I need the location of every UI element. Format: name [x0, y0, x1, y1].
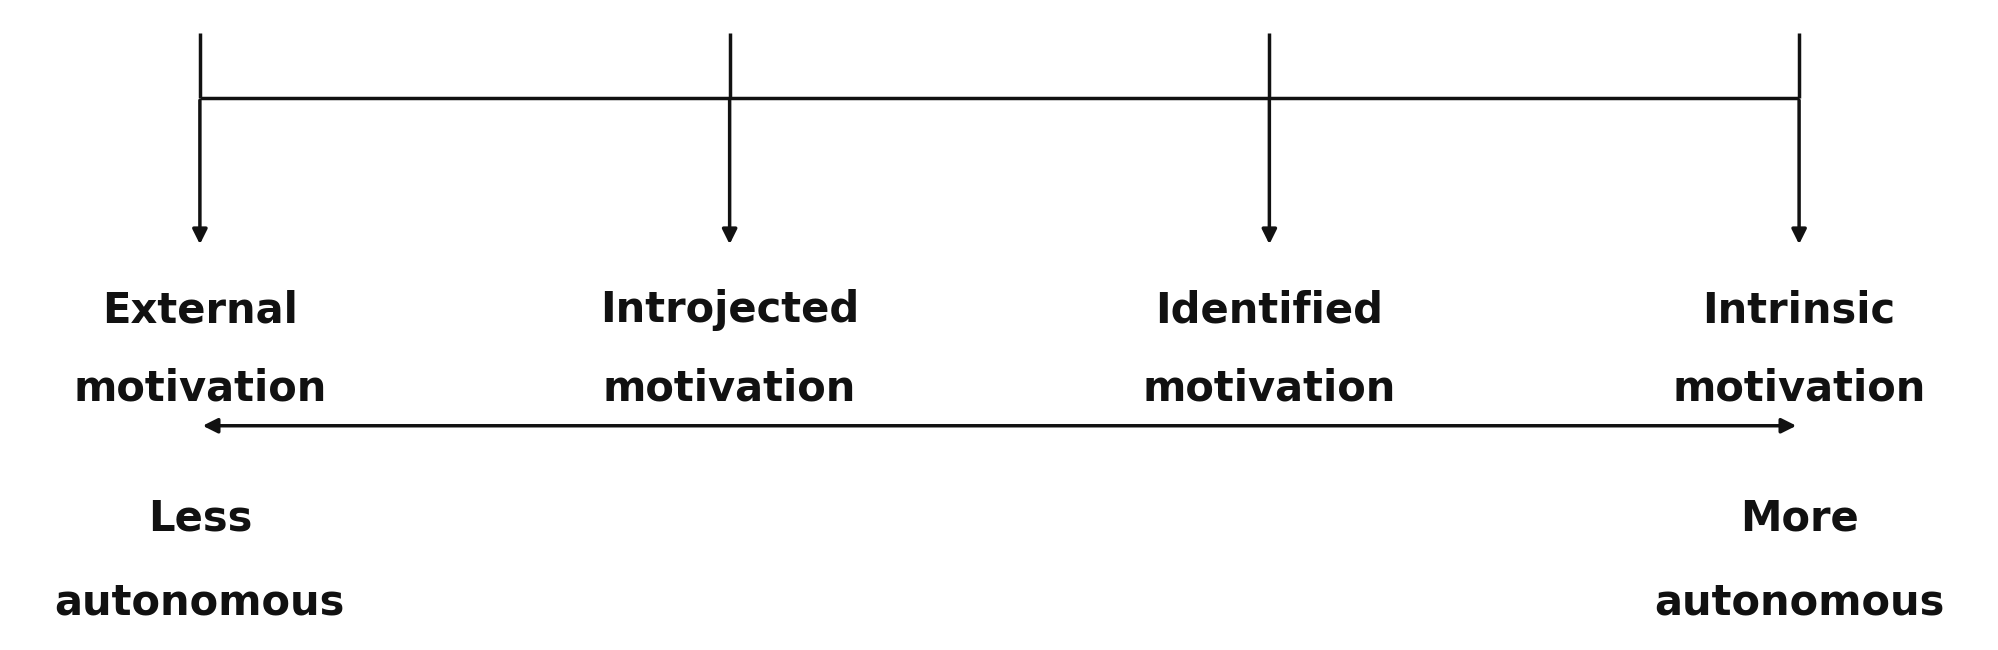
Text: motivation: motivation — [74, 367, 326, 410]
Text: Intrinsic: Intrinsic — [1702, 289, 1894, 332]
Text: More: More — [1738, 497, 1858, 540]
Text: motivation: motivation — [1143, 367, 1395, 410]
Text: motivation: motivation — [1672, 367, 1924, 410]
Text: Less: Less — [148, 497, 252, 540]
Text: External: External — [102, 289, 298, 332]
Text: autonomous: autonomous — [1652, 582, 1944, 624]
Text: Introjected: Introjected — [599, 289, 859, 332]
Text: autonomous: autonomous — [54, 582, 346, 624]
Text: Identified: Identified — [1155, 289, 1383, 332]
Text: motivation: motivation — [603, 367, 855, 410]
